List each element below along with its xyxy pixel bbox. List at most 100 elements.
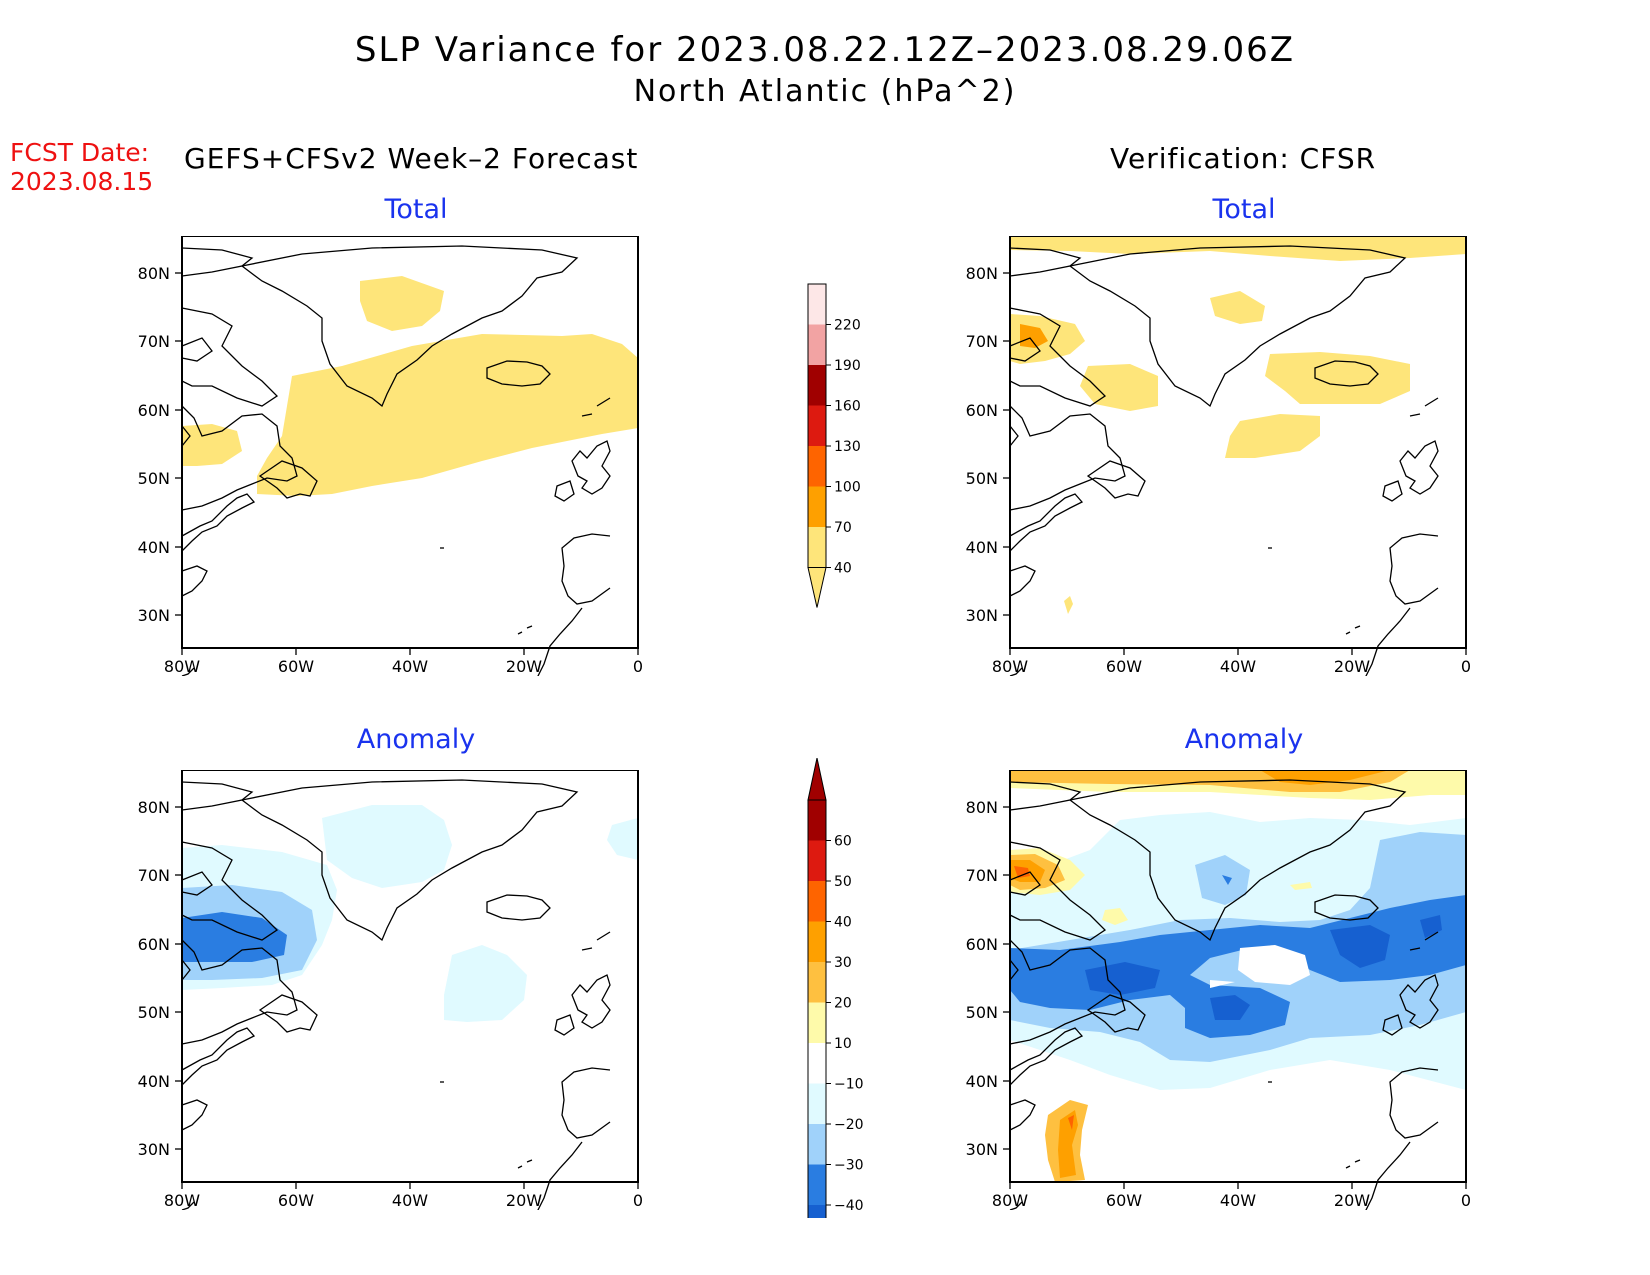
- colorbar-label: 40: [834, 915, 852, 931]
- colorbar-label: 40: [834, 561, 852, 577]
- colorbar-segment: [808, 527, 826, 568]
- lat-tick-label: 70N: [966, 866, 998, 885]
- lon-tick-label: 60W: [278, 1191, 314, 1210]
- verification-anomaly-map: 80N 70N 60N 50N 40N 30N 80W 60W 40W 20W 0: [966, 770, 1471, 1210]
- colorbar-arrow-top: [807, 758, 827, 801]
- lat-tick-label: 30N: [138, 606, 170, 625]
- colorbar-segment: [808, 840, 826, 881]
- colorbar-label: 220: [834, 318, 861, 334]
- verification-total-map: 80N 70N 60N 50N 40N 30N 80W 60W 40W 20W 0: [966, 236, 1471, 676]
- colorbar-label: 50: [834, 874, 852, 890]
- lon-tick-label: 80W: [992, 1191, 1028, 1210]
- colorbar-segment: [808, 324, 826, 365]
- lon-tick-label: 0: [633, 657, 643, 676]
- forecast-anomaly-map: 80N 70N 60N 50N 40N 30N 80W 60W 40W 20W 0: [138, 770, 643, 1210]
- verification-total-lat-axis: 80N 70N 60N 50N 40N 30N: [966, 264, 1010, 625]
- fcst-date-label: FCST Date:: [10, 138, 150, 167]
- verification-anomaly-title: Anomaly: [1184, 724, 1304, 755]
- lat-tick-label: 50N: [138, 469, 170, 488]
- lon-tick-label: 60W: [278, 657, 314, 676]
- colorbar-label: 160: [834, 399, 861, 415]
- forecast-anomaly-shading: [182, 805, 638, 1022]
- colorbar-segment: [808, 1124, 826, 1165]
- lon-tick-label: 20W: [1334, 1191, 1370, 1210]
- lon-tick-label: 40W: [1220, 1191, 1256, 1210]
- colorbar-segment: [808, 1205, 826, 1218]
- verification-total-lon-axis: 80W 60W 40W 20W 0: [992, 648, 1471, 676]
- lat-tick-label: 50N: [966, 469, 998, 488]
- lon-tick-label: 0: [1461, 657, 1471, 676]
- colorbar-label: 20: [834, 996, 852, 1012]
- total-colorbar: 220 190 160 130 100 70 40: [807, 283, 861, 608]
- colorbar-label: 10: [834, 1036, 852, 1052]
- fcst-date-value: 2023.08.15: [10, 167, 154, 196]
- lat-tick-label: 60N: [966, 401, 998, 420]
- lat-tick-label: 80N: [966, 798, 998, 817]
- forecast-subtitle: GEFS+CFSv2 Week–2 Forecast: [184, 142, 639, 175]
- lat-tick-label: 80N: [138, 798, 170, 817]
- colorbar-segment: [808, 284, 826, 325]
- fcst-date-block: FCST Date: 2023.08.15: [10, 138, 153, 196]
- lat-tick-label: 80N: [138, 264, 170, 283]
- colorbar-segment: [808, 1083, 826, 1124]
- main-subtitle: North Atlantic (hPa^2): [633, 74, 1017, 109]
- verification-anomaly-lat-axis: 80N 70N 60N 50N 40N 30N: [966, 798, 1010, 1159]
- lon-tick-label: 60W: [1106, 657, 1142, 676]
- lat-tick-label: 70N: [138, 866, 170, 885]
- colorbar-label: 190: [834, 358, 861, 374]
- forecast-anomaly-lon-axis: 80W 60W 40W 20W 0: [164, 1182, 643, 1210]
- lat-tick-label: 40N: [966, 538, 998, 557]
- colorbar-frame: [807, 799, 827, 1218]
- lat-tick-label: 60N: [966, 935, 998, 954]
- lon-tick-label: 20W: [506, 1191, 542, 1210]
- colorbar-segment: [808, 921, 826, 962]
- verification-anomaly-lon-axis: 80W 60W 40W 20W 0: [992, 1182, 1471, 1210]
- colorbar-segment: [808, 962, 826, 1003]
- lat-tick-label: 70N: [138, 332, 170, 351]
- lat-tick-label: 40N: [138, 538, 170, 557]
- main-title: SLP Variance for 2023.08.22.12Z–2023.08.…: [354, 30, 1296, 70]
- lat-tick-label: 30N: [138, 1140, 170, 1159]
- forecast-total-title: Total: [384, 194, 448, 225]
- colorbar-label: 130: [834, 439, 861, 455]
- lon-tick-label: 40W: [392, 657, 428, 676]
- anomaly-colorbar: 60 50 40 30 20 10 −10 −20 −30 −40: [807, 758, 864, 1218]
- lat-tick-label: 30N: [966, 606, 998, 625]
- lon-tick-label: 80W: [164, 1191, 200, 1210]
- colorbar-segment: [808, 800, 826, 841]
- lon-tick-label: 20W: [1334, 657, 1370, 676]
- colorbar-label: 70: [834, 520, 852, 536]
- lat-tick-label: 50N: [138, 1003, 170, 1022]
- lat-tick-label: 60N: [138, 401, 170, 420]
- forecast-anomaly-title: Anomaly: [356, 724, 476, 755]
- forecast-anomaly-lat-axis: 80N 70N 60N 50N 40N 30N: [138, 798, 182, 1159]
- colorbar-label: −10: [834, 1077, 864, 1093]
- colorbar-label: −20: [834, 1117, 864, 1133]
- colorbar-segment: [808, 486, 826, 527]
- lat-tick-label: 60N: [138, 935, 170, 954]
- lon-tick-label: 0: [1461, 1191, 1471, 1210]
- colorbar-segment: [808, 405, 826, 446]
- colorbar-segment: [808, 446, 826, 487]
- lon-tick-label: 0: [633, 1191, 643, 1210]
- verification-subtitle: Verification: CFSR: [1110, 142, 1377, 175]
- lon-tick-label: 80W: [164, 657, 200, 676]
- lat-tick-label: 40N: [138, 1072, 170, 1091]
- lat-tick-label: 30N: [966, 1140, 998, 1159]
- colorbar-segment: [808, 881, 826, 922]
- verification-total-title: Total: [1212, 194, 1276, 225]
- colorbar-arrow-bottom: [807, 567, 827, 608]
- lon-tick-label: 60W: [1106, 1191, 1142, 1210]
- forecast-total-lon-axis: 80W 60W 40W 20W 0: [164, 648, 643, 676]
- lat-tick-label: 40N: [966, 1072, 998, 1091]
- colorbar-label: 30: [834, 955, 852, 971]
- colorbar-label: 60: [834, 834, 852, 850]
- colorbar-segment: [808, 1002, 826, 1043]
- lon-tick-label: 20W: [506, 657, 542, 676]
- lat-tick-label: 80N: [966, 264, 998, 283]
- colorbar-segment: [808, 1164, 826, 1205]
- lon-tick-label: 40W: [392, 1191, 428, 1210]
- forecast-total-shading: [182, 276, 638, 496]
- colorbar-segment: [808, 1043, 826, 1084]
- colorbar-label: −30: [834, 1158, 864, 1174]
